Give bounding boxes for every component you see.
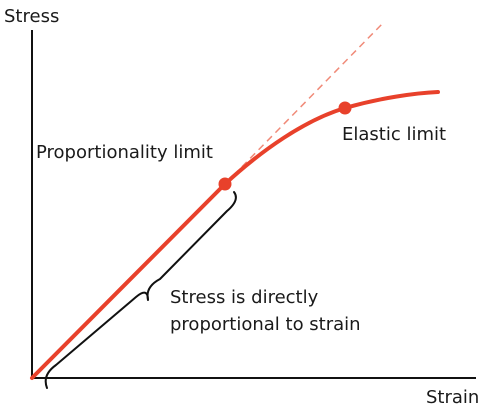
elastic-limit-label: Elastic limit xyxy=(342,124,446,145)
curly-brace xyxy=(44,191,237,389)
elastic-limit-point xyxy=(338,101,352,115)
x-axis-label: Strain xyxy=(426,387,479,408)
proportionality-limit-point xyxy=(218,177,232,191)
brace-annotation-line2: proportional to strain xyxy=(170,314,361,335)
linear-extension-dashed xyxy=(224,21,385,185)
linear-region-line xyxy=(30,182,227,380)
brace-annotation-line1: Stress is directly xyxy=(170,287,319,308)
proportionality-limit-label: Proportionality limit xyxy=(36,142,213,163)
y-axis-label: Stress xyxy=(4,6,59,27)
